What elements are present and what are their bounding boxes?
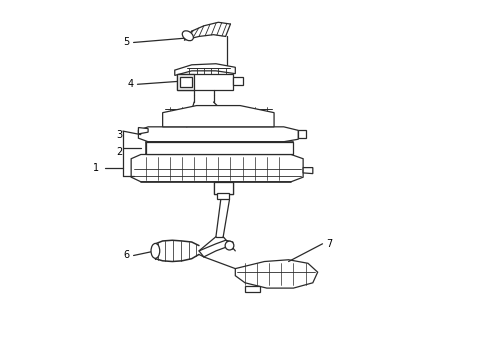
Text: 5: 5 [123, 37, 129, 48]
Polygon shape [214, 182, 233, 194]
Text: 3: 3 [116, 130, 122, 140]
Polygon shape [298, 130, 306, 138]
Ellipse shape [225, 241, 234, 250]
Text: 4: 4 [127, 79, 133, 89]
Polygon shape [146, 142, 294, 154]
Polygon shape [233, 77, 243, 85]
Ellipse shape [151, 243, 160, 258]
Bar [180, 77, 192, 87]
Text: 1: 1 [93, 163, 99, 172]
Polygon shape [218, 193, 229, 199]
Polygon shape [131, 154, 303, 182]
Text: 7: 7 [327, 239, 333, 249]
Polygon shape [177, 74, 194, 90]
Polygon shape [163, 105, 274, 127]
Polygon shape [138, 127, 298, 142]
Polygon shape [175, 64, 235, 76]
Polygon shape [303, 168, 313, 174]
Text: 2: 2 [116, 147, 122, 157]
Ellipse shape [182, 31, 194, 41]
Polygon shape [138, 127, 148, 134]
Polygon shape [199, 240, 233, 257]
Polygon shape [177, 74, 233, 90]
Text: 6: 6 [123, 251, 129, 261]
Polygon shape [235, 260, 318, 288]
Polygon shape [245, 286, 260, 292]
